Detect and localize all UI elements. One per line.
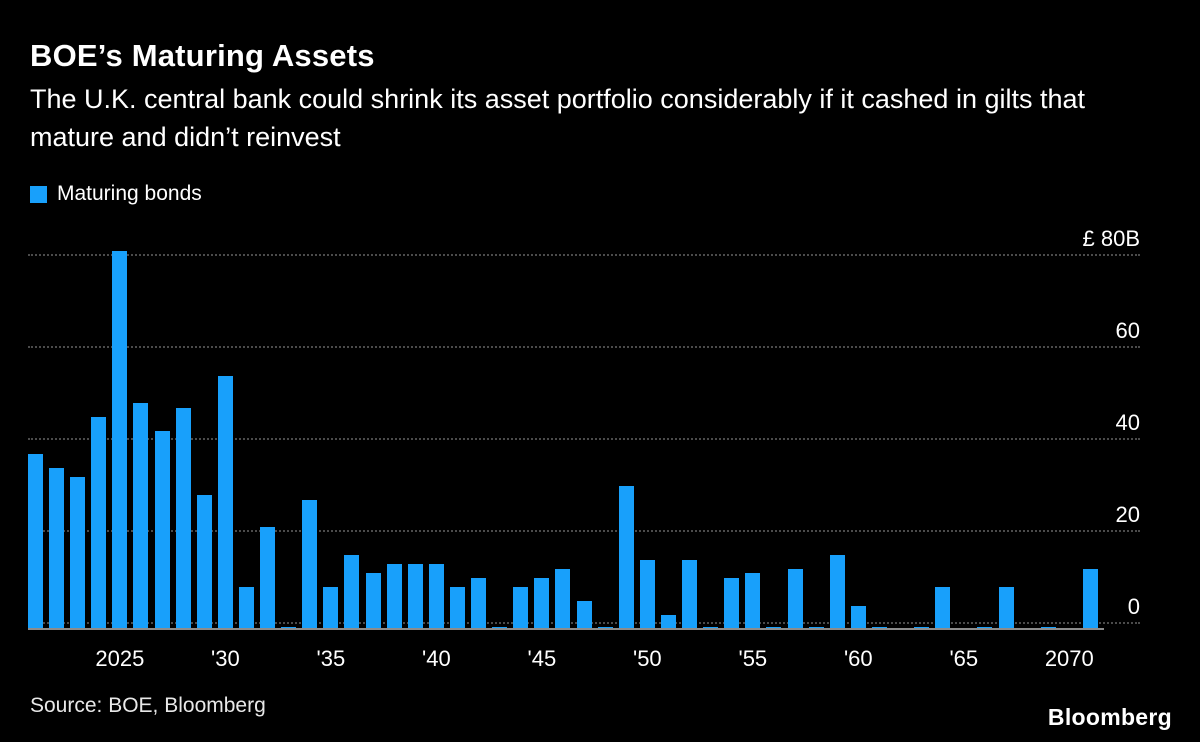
bar-2052 (682, 560, 697, 630)
bar-2057 (788, 569, 803, 630)
y-tick-label-20: 20 (1115, 502, 1140, 527)
bar-2038 (387, 564, 402, 630)
gridline-60 (28, 346, 1140, 348)
bar-2060 (851, 606, 866, 630)
bar-2039 (408, 564, 423, 630)
x-tick-label-2055: '55 (738, 646, 768, 671)
x-tick-label-2070: 2070 (1044, 646, 1094, 671)
bar-2037 (366, 573, 381, 630)
bar-2035 (323, 587, 338, 630)
bar-2046 (555, 569, 570, 630)
legend-swatch-icon (30, 185, 47, 203)
x-tick-label-2040: '40 (422, 646, 451, 671)
plot-area: £ 80B 60 40 20 0 (28, 228, 1140, 630)
y-tick-label-0: 0 (1127, 594, 1140, 619)
bar-2071 (1083, 569, 1098, 630)
bar-2041 (450, 587, 465, 630)
bar-2045 (534, 578, 549, 630)
x-tick-label-2030: '30 (211, 646, 240, 671)
chart-title: BOE’s Maturing Assets (30, 38, 375, 73)
bar-2028 (176, 408, 191, 630)
bar-2051 (661, 615, 676, 630)
x-axis-line (28, 628, 1104, 630)
bar-2064 (935, 587, 950, 630)
x-tick-label-2060: '60 (843, 646, 873, 671)
bar-2059 (830, 555, 845, 630)
chart-subtitle: The U.K. central bank could shrink its a… (30, 84, 1086, 152)
bar-2027 (155, 431, 170, 630)
bar-2034 (302, 500, 317, 630)
legend-label: Maturing bonds (57, 182, 202, 205)
bar-2031 (239, 587, 254, 630)
bar-2047 (577, 601, 592, 630)
y-tick-label-40: 40 (1115, 410, 1140, 435)
bar-2036 (344, 555, 359, 630)
source-text: Source: BOE, Bloomberg (30, 694, 266, 717)
bars-layer (28, 244, 1104, 630)
bar-2024 (91, 417, 106, 630)
legend: Maturing bonds (30, 182, 202, 206)
bar-2054 (724, 578, 739, 630)
bar-2040 (429, 564, 444, 630)
gridline-80 (28, 254, 1140, 256)
bar-2026 (133, 403, 148, 630)
bar-2030 (218, 376, 233, 630)
bar-2032 (260, 527, 275, 630)
x-tick-label-2035: '35 (316, 646, 346, 671)
bloomberg-logo: Bloomberg (1047, 704, 1172, 730)
bar-2049 (619, 486, 634, 630)
gridline-20 (28, 530, 1140, 532)
bar-2044 (513, 587, 528, 630)
x-tick-label-2065: '65 (949, 646, 979, 671)
x-tick-label-2025: 2025 (95, 646, 145, 671)
bar-2067 (999, 587, 1014, 630)
bar-2042 (471, 578, 486, 630)
bar-2021 (28, 454, 43, 630)
x-axis-labels: 2025 '30 '35 '40 '45 '50 '55 '60 '65 2070 (28, 646, 1104, 676)
bar-2055 (745, 573, 760, 630)
bar-2023 (70, 477, 85, 630)
bar-2025 (112, 251, 127, 630)
bar-2050 (640, 560, 655, 630)
x-tick-label-2050: '50 (632, 646, 662, 671)
x-tick-label-2045: '45 (527, 646, 557, 671)
y-tick-label-80: £ 80B (1082, 226, 1141, 251)
y-tick-label-60: 60 (1115, 318, 1140, 343)
bar-2022 (49, 468, 64, 630)
bar-2029 (197, 495, 212, 630)
gridline-40 (28, 438, 1140, 440)
